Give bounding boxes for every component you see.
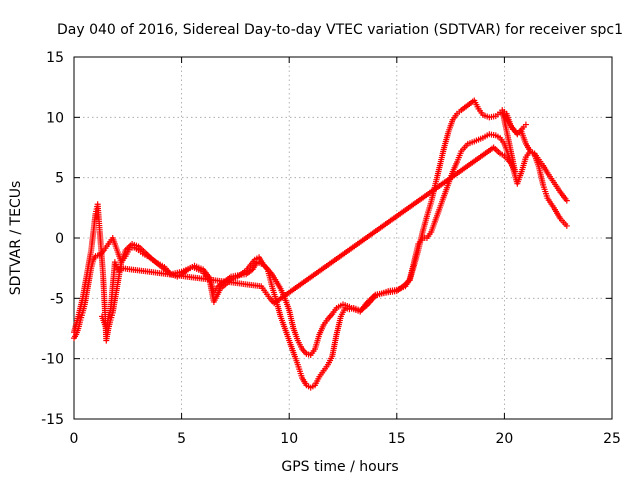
data-points	[71, 97, 570, 391]
x-tick-label: 0	[70, 431, 79, 447]
x-tick-label: 25	[603, 431, 621, 447]
y-axis-label: SDTVAR / TECUs	[8, 181, 24, 296]
y-tick-label: 10	[46, 110, 64, 126]
plot-frame	[73, 56, 613, 420]
chart-title: Day 040 of 2016, Sidereal Day-to-day VTE…	[57, 22, 623, 38]
y-tick-label: 0	[55, 231, 64, 247]
data-point	[563, 222, 570, 229]
x-tick-label: 5	[177, 431, 186, 447]
series-short-tracks	[98, 107, 529, 332]
data-point	[522, 121, 529, 128]
series-track-upper	[71, 131, 570, 391]
y-tick-label: 5	[55, 171, 64, 187]
y-tick-label: -15	[41, 412, 64, 428]
y-tick-label: -5	[50, 291, 64, 307]
data-point	[563, 197, 570, 204]
x-axis-label: GPS time / hours	[281, 459, 398, 475]
y-tick-label: -10	[41, 352, 64, 368]
x-tick-label: 10	[280, 431, 298, 447]
x-tick-label: 20	[495, 431, 513, 447]
x-tick-label: 15	[388, 431, 406, 447]
y-tick-labels: -15 -10 -5 0 5 10 15	[41, 50, 64, 428]
y-tick-label: 15	[46, 50, 64, 66]
grid	[74, 57, 612, 419]
x-tick-labels: 0 5 10 15 20 25	[70, 431, 621, 447]
tick-marks	[73, 56, 613, 420]
